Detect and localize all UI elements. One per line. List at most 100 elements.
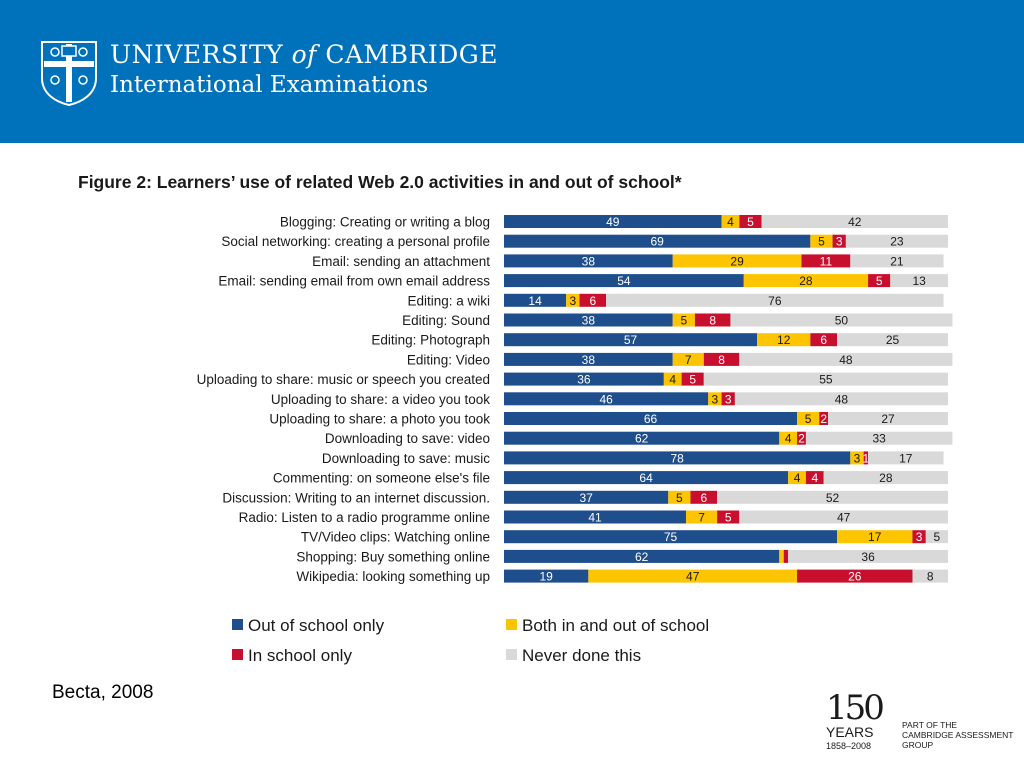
data-label-never-done-this: 48 <box>835 392 849 406</box>
data-label-both-in-and-out-of-school: 5 <box>818 235 825 249</box>
legend-swatch-in-school <box>232 649 243 660</box>
bar-segment-both-in-and-out-of-school <box>757 333 811 347</box>
university-subtitle: International Examinations <box>110 72 429 98</box>
part-of-line-2: CAMBRIDGE ASSESSMENT <box>902 730 1014 740</box>
data-label-both-in-and-out-of-school: 4 <box>727 215 734 229</box>
data-label-never-done-this: 27 <box>881 412 895 426</box>
data-label-both-in-and-out-of-school: 3 <box>569 294 576 308</box>
bar-segment-in-school-only <box>868 274 891 288</box>
anniversary-years: YEARS <box>826 724 874 740</box>
bar-segment-never-done-this <box>734 392 948 406</box>
data-label-out-of-school-only: 14 <box>528 294 542 308</box>
data-label-never-done-this: 76 <box>768 294 782 308</box>
bar-segment-both-in-and-out-of-school <box>788 471 806 485</box>
bar-segment-out-of-school-only <box>504 333 758 347</box>
bar-segment-never-done-this <box>717 490 948 504</box>
data-label-never-done-this: 28 <box>879 471 893 485</box>
bar-segment-never-done-this <box>730 313 953 327</box>
university-crest-icon <box>41 41 97 106</box>
legend-label-out-of-school: Out of school only <box>248 616 385 635</box>
bar-segment-never-done-this <box>805 431 953 445</box>
bar-segment-out-of-school-only <box>504 490 669 504</box>
bar-segment-in-school-only <box>801 254 851 268</box>
bar-segment-in-school-only <box>797 569 913 583</box>
data-label-in-school-only: 2 <box>820 412 827 426</box>
bar-segment-in-school-only <box>805 471 824 485</box>
bar-segment-out-of-school-only <box>504 274 744 288</box>
category-label: Downloading to save: video <box>325 431 490 446</box>
category-label: Social networking: creating a personal p… <box>221 234 490 249</box>
bar-segment-both-in-and-out-of-school <box>743 274 869 288</box>
data-label-never-done-this: 48 <box>839 353 853 367</box>
bar-segment-out-of-school-only <box>504 549 780 563</box>
data-label-never-done-this: 36 <box>861 550 875 564</box>
bar-segment-in-school-only <box>717 510 740 524</box>
data-label-never-done-this: 55 <box>819 373 833 387</box>
category-label: TV/Video clips: Watching online <box>301 530 490 545</box>
data-label-out-of-school-only: 66 <box>644 412 658 426</box>
data-label-out-of-school-only: 64 <box>639 471 653 485</box>
category-label: Uploading to share: music or speech you … <box>197 372 490 387</box>
bar-segment-never-done-this <box>739 510 948 524</box>
data-label-both-in-and-out-of-school: 5 <box>676 491 683 505</box>
data-label-both-in-and-out-of-school: 5 <box>680 314 687 328</box>
legend-item-never: Never done this <box>506 646 641 666</box>
data-label-both-in-and-out-of-school: 47 <box>686 570 700 584</box>
bar-segment-in-school-only <box>783 549 789 563</box>
bar-segment-never-done-this <box>606 293 944 307</box>
bar-segment-never-done-this <box>890 274 948 288</box>
bar-segment-never-done-this <box>912 569 948 583</box>
category-label: Email: sending an attachment <box>312 254 490 269</box>
part-of-group: PART OF THE CAMBRIDGE ASSESSMENT GROUP <box>902 720 1016 750</box>
category-label: Blogging: Creating or writing a blog <box>280 215 490 230</box>
bar-segment-never-done-this <box>788 549 948 563</box>
data-label-out-of-school-only: 38 <box>582 314 596 328</box>
data-label-never-done-this: 21 <box>890 254 904 268</box>
data-label-in-school-only: 5 <box>689 373 696 387</box>
category-label: Email: sending email from own email addr… <box>218 274 490 289</box>
bar-segment-both-in-and-out-of-school <box>672 352 704 366</box>
bar-segment-in-school-only <box>832 234 846 248</box>
bar-segment-in-school-only <box>863 451 869 465</box>
data-label-out-of-school-only: 75 <box>664 530 678 544</box>
bar-segment-out-of-school-only <box>504 293 567 307</box>
category-label: Radio: Listen to a radio programme onlin… <box>239 510 490 525</box>
data-label-both-in-and-out-of-school: 7 <box>698 511 705 525</box>
data-label-both-in-and-out-of-school: 3 <box>712 392 719 406</box>
data-label-both-in-and-out-of-school: 28 <box>799 274 813 288</box>
bar-segment-in-school-only <box>681 372 704 386</box>
bar-segment-both-in-and-out-of-school <box>810 234 833 248</box>
data-label-in-school-only: 3 <box>836 235 843 249</box>
legend-item-in-school: In school only <box>232 646 352 666</box>
legend-swatch-never <box>506 649 517 660</box>
data-label-in-school-only: 5 <box>876 274 883 288</box>
data-label-never-done-this: 25 <box>886 333 900 347</box>
bar-segment-both-in-and-out-of-school <box>566 293 580 307</box>
data-label-both-in-and-out-of-school: 3 <box>854 451 861 465</box>
part-of-line-3: GROUP <box>902 740 934 750</box>
bar-segment-both-in-and-out-of-school <box>797 412 820 425</box>
bar-segment-both-in-and-out-of-school <box>588 569 798 583</box>
category-label: Shopping: Buy something online <box>296 549 490 564</box>
data-label-in-school-only: 2 <box>798 432 805 446</box>
anniversary-number: 150 <box>826 688 885 728</box>
bar-segment-in-school-only <box>694 313 731 327</box>
data-label-never-done-this: 52 <box>826 491 840 505</box>
bar-segment-out-of-school-only <box>504 569 589 583</box>
data-label-out-of-school-only: 78 <box>670 451 684 465</box>
bar-segment-in-school-only <box>810 333 837 347</box>
data-label-both-in-and-out-of-school: 7 <box>685 353 692 367</box>
anniversary-range: 1858–2008 <box>826 741 872 751</box>
bar-segment-in-school-only <box>721 392 735 406</box>
bar-segment-out-of-school-only <box>504 372 664 386</box>
data-label-both-in-and-out-of-school: 4 <box>669 373 676 387</box>
data-label-out-of-school-only: 38 <box>582 254 596 268</box>
bar-segment-never-done-this <box>823 471 948 485</box>
data-label-in-school-only: 6 <box>589 294 596 308</box>
data-label-out-of-school-only: 49 <box>606 215 620 229</box>
bar-segment-both-in-and-out-of-school <box>779 431 798 445</box>
bar-segment-never-done-this <box>703 372 948 386</box>
bar-segment-out-of-school-only <box>504 392 709 406</box>
data-label-out-of-school-only: 38 <box>582 353 596 367</box>
data-label-never-done-this: 5 <box>934 530 941 544</box>
